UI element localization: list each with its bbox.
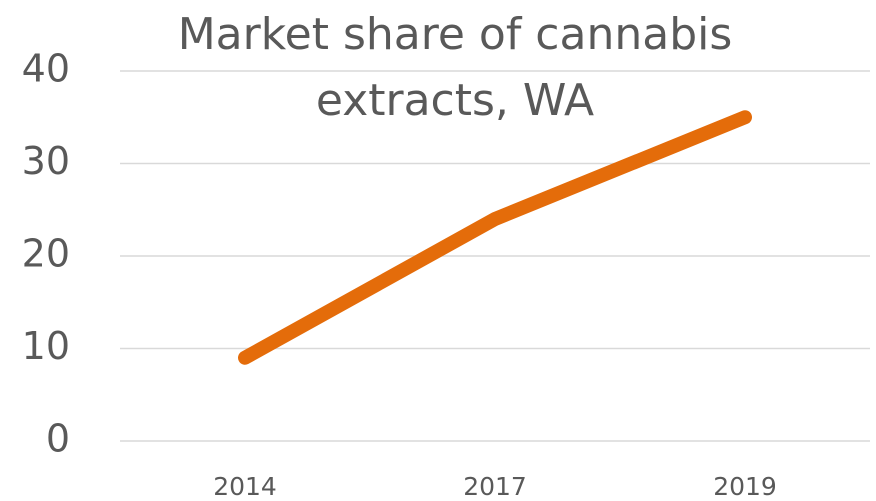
y-tick-label: 40 bbox=[22, 47, 70, 91]
y-tick-label: 20 bbox=[22, 232, 70, 276]
x-tick-label: 2019 bbox=[713, 472, 777, 501]
data-line bbox=[238, 110, 752, 365]
y-tick-label: 30 bbox=[22, 139, 70, 183]
x-tick-label: 2017 bbox=[463, 472, 527, 501]
chart-title: Market share of cannabis extracts, WA bbox=[177, 9, 733, 126]
y-tick-label: 10 bbox=[22, 324, 70, 368]
y-tick-label: 0 bbox=[46, 417, 70, 461]
x-tick-label: 2014 bbox=[213, 472, 277, 501]
